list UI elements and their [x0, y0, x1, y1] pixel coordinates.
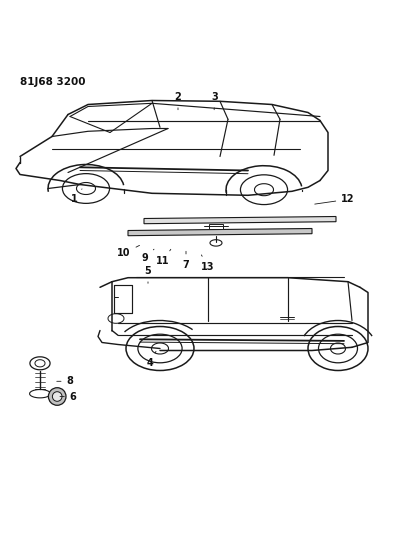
Text: 6: 6: [60, 392, 76, 401]
Text: 8: 8: [57, 376, 74, 386]
Polygon shape: [144, 216, 336, 224]
Text: 3: 3: [212, 92, 218, 110]
Text: 13: 13: [201, 255, 215, 271]
Text: 12: 12: [315, 195, 355, 204]
Text: 5: 5: [145, 266, 151, 284]
Text: 11: 11: [156, 249, 171, 266]
Text: 1: 1: [71, 189, 82, 204]
Text: 4: 4: [147, 351, 156, 368]
Text: 7: 7: [183, 251, 189, 270]
Text: 9: 9: [142, 249, 154, 263]
Text: 2: 2: [175, 92, 181, 110]
Circle shape: [48, 387, 66, 405]
Text: 10: 10: [117, 245, 140, 259]
Polygon shape: [128, 229, 312, 236]
Text: 81J68 3200: 81J68 3200: [20, 77, 86, 86]
Polygon shape: [209, 224, 223, 229]
Circle shape: [52, 392, 62, 401]
